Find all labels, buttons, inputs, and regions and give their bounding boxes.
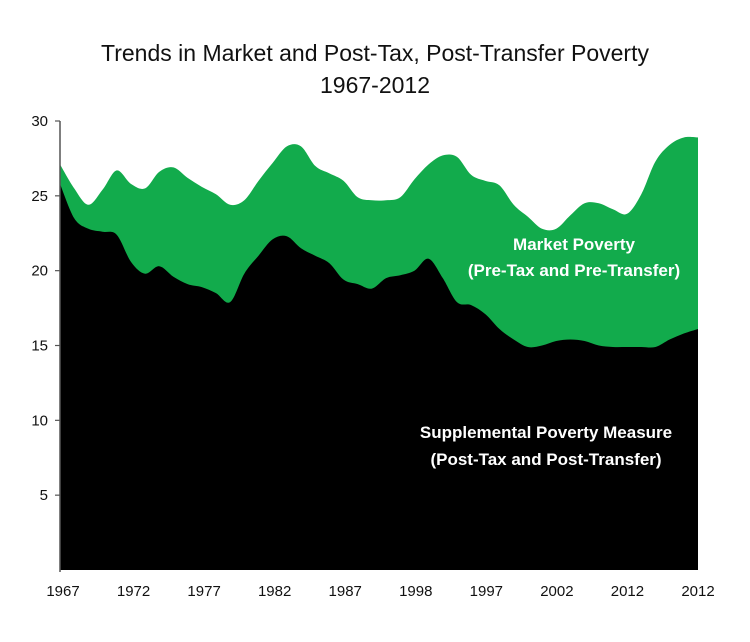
x-tick-label: 1987 [329, 583, 362, 600]
x-tick-label: 1972 [117, 583, 150, 600]
chart-title-line-2: 1967-2012 [320, 72, 430, 98]
supplemental-poverty-area [60, 183, 698, 570]
y-tick-label: 5 [40, 487, 48, 504]
y-tick-label: 15 [31, 338, 48, 355]
spm-label-line-2: (Post-Tax and Post-Transfer) [430, 450, 661, 469]
y-tick-label: 30 [31, 113, 48, 130]
x-tick-label: 2012 [611, 583, 644, 600]
y-tick-label: 25 [31, 188, 48, 205]
market-poverty-label-line-2: (Pre-Tax and Pre-Transfer) [468, 261, 680, 280]
x-tick-label: 1967 [46, 583, 79, 600]
annotations-group: Market Poverty (Pre-Tax and Pre-Transfer… [420, 235, 680, 469]
x-tick-label: 1997 [470, 583, 503, 600]
x-tick-label: 1982 [258, 583, 291, 600]
y-tick-label: 10 [31, 412, 48, 429]
y-tick-label: 20 [31, 263, 48, 280]
x-tick-label: 2012 [681, 583, 714, 600]
axes-group: 5 10 15 20 25 30 1967 1972 1977 1982 1987 1998 1997 2… [31, 113, 714, 600]
spm-label-line-1: Supplemental Poverty Measure [420, 423, 672, 442]
area-series-group [60, 136, 698, 570]
chart-title-line-1: Trends in Market and Post-Tax, Post-Tran… [101, 40, 649, 66]
x-tick-label: 1998 [399, 583, 432, 600]
x-tick-label: 2002 [540, 583, 573, 600]
market-poverty-label-line-1: Market Poverty [513, 235, 635, 254]
x-tick-label: 1977 [187, 583, 220, 600]
